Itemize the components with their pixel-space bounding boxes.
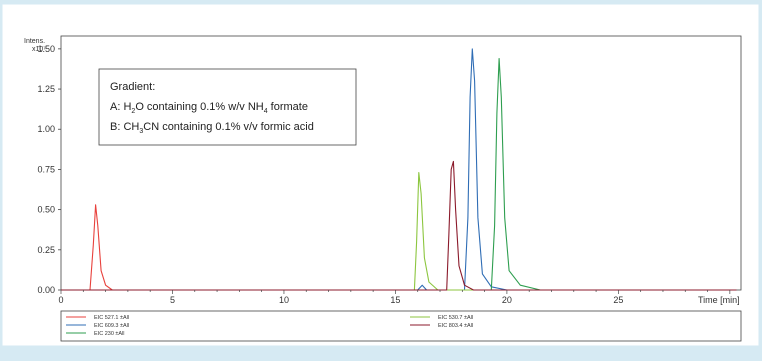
y-axis-multiplier: x10⁷ — [32, 46, 46, 53]
series-line-5 — [61, 160, 737, 291]
series-line-2 — [61, 48, 737, 291]
series-line-3 — [61, 57, 737, 291]
series-line-4 — [61, 172, 737, 291]
annotation-line-b: B: CH3CN containing 0.1% v/v formic acid — [110, 121, 314, 135]
x-tick-label: 20 — [502, 295, 512, 305]
legend-entry: EIC 803.4 ±All — [438, 323, 473, 329]
legend-entry: EIC 527.1 ±All — [94, 315, 129, 321]
legend: EIC 527.1 ±All EIC 609.3 ±All EIC 230 ±All… — [66, 315, 473, 337]
annotation-line-a: A: H2O containing 0.1% w/v NH4 formate — [110, 101, 308, 115]
x-tick-label: 15 — [390, 295, 400, 305]
gradient-annotation: Gradient: A: H2O containing 0.1% w/v NH4… — [98, 68, 357, 146]
y-tick-label: 0.75 — [37, 164, 55, 174]
y-tick-label: 0.50 — [37, 205, 55, 215]
legend-entry: EIC 530.7 ±All — [438, 315, 473, 321]
x-tick-label: 0 — [58, 295, 63, 305]
y-tick-label: 0.00 — [37, 285, 55, 295]
annotation-title: Gradient: — [110, 81, 155, 93]
annotation-box — [98, 68, 357, 146]
x-tick-label: 5 — [170, 295, 175, 305]
legend-entry: EIC 609.3 ±All — [94, 323, 129, 329]
legend-box — [60, 310, 742, 342]
y-tick-label: 1.00 — [37, 124, 55, 134]
x-tick-label: 25 — [613, 295, 623, 305]
y-tick-label: 1.25 — [37, 84, 55, 94]
y-axis-label: Intens. — [24, 38, 45, 45]
legend-entry: EIC 230 ±All — [94, 331, 125, 337]
y-tick-label: 1.50 — [37, 44, 55, 54]
series-line-1 — [61, 204, 737, 291]
y-tick-label: 0.25 — [37, 245, 55, 255]
plot-area — [61, 48, 737, 291]
x-tick-label: 10 — [279, 295, 289, 305]
x-axis-label: Time [min] — [698, 295, 740, 305]
